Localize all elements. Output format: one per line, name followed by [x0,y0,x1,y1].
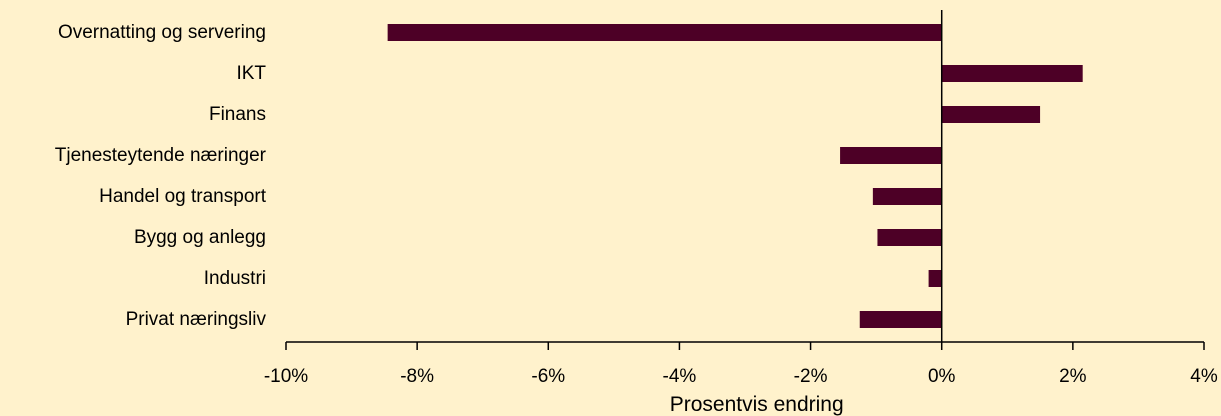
category-label: Industri [204,268,266,289]
bar-4 [872,188,942,205]
bar-2 [941,106,1041,123]
bar-0 [387,24,942,41]
category-labels: Overnatting og servering IKT Finans Tjenest… [55,22,267,330]
x-tick-label: 4% [1190,366,1218,387]
x-tick-label: 0% [928,366,956,387]
bar-6 [928,270,942,287]
x-tick-label: -10% [264,366,308,387]
category-label: Bygg og anlegg [134,227,266,248]
x-tick-label: 2% [1059,366,1087,387]
bars-group [387,24,1083,328]
bar-7 [859,311,942,328]
category-label: Finans [209,104,266,125]
x-tick-label: -6% [531,366,565,387]
category-label: IKT [236,63,266,84]
x-tick-label: -2% [794,366,828,387]
bar-1 [941,65,1083,82]
bar-5 [877,229,942,246]
category-label: Handel og transport [99,186,267,207]
x-axis-title: Prosentvis endring [670,393,844,416]
bar-3 [840,147,942,164]
category-label: Privat næringsliv [126,309,267,330]
x-tick-label: -4% [663,366,697,387]
category-label: Tjenesteytende næringer [55,145,267,166]
x-ticks: -10% -8% -6% -4% -2% 0% 2% 4% [264,342,1218,387]
x-tick-label: -8% [400,366,434,387]
category-label: Overnatting og servering [58,22,266,43]
